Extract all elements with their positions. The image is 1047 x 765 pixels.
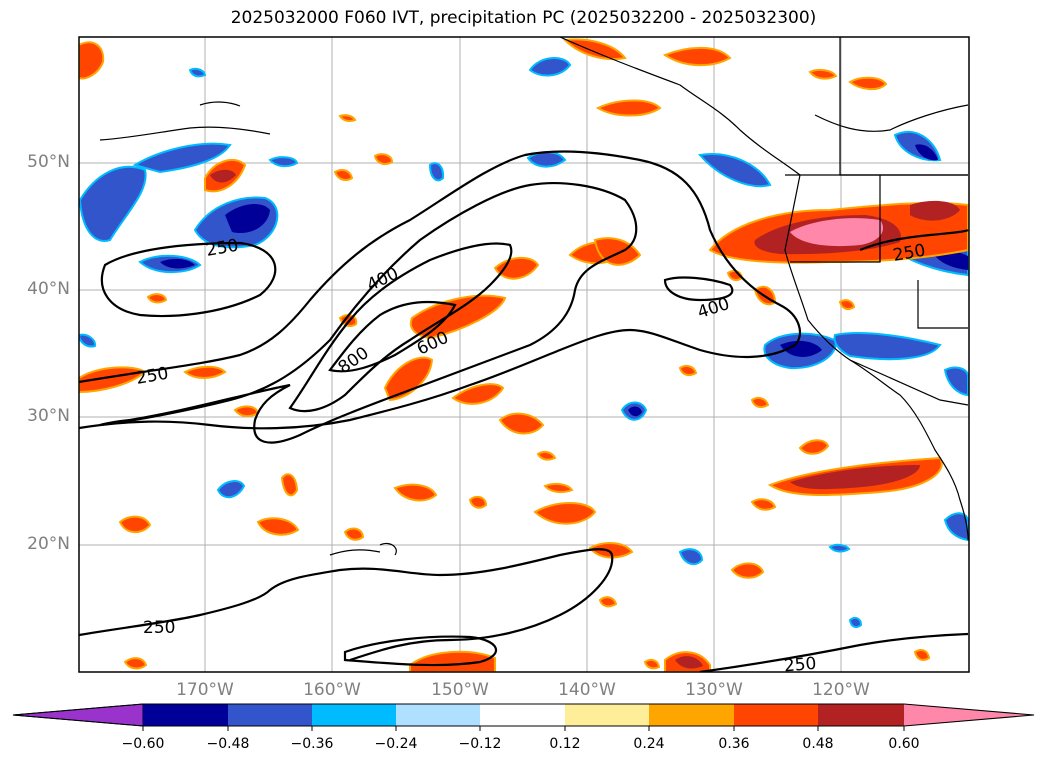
colorbar-ticks <box>142 726 905 731</box>
colorbar-tick-label: 0.48 <box>802 736 834 752</box>
contour-label: 250 <box>783 654 817 677</box>
colorbar-segment-10 <box>904 704 1034 726</box>
positive-anomaly-patches <box>79 38 969 672</box>
colorbar-tick-label: 0.60 <box>888 736 920 752</box>
colorbar-tick-label: 0.12 <box>549 736 581 752</box>
longitude-label: 150°W <box>431 680 489 700</box>
colorbar-segment-9 <box>818 704 904 726</box>
map-title: 2025032000 F060 IVT, precipitation PC (2… <box>230 8 817 28</box>
map-area <box>79 37 969 672</box>
colorbar-segment-4 <box>396 704 481 726</box>
colorbar-tick-label: 0.24 <box>633 736 665 752</box>
colorbar-segment-8 <box>734 704 819 726</box>
ivt-contours <box>79 150 969 672</box>
colorbar-segment-7 <box>649 704 734 726</box>
colorbar-tick-label: −0.24 <box>374 736 418 752</box>
colorbar-segment-5 <box>480 704 565 726</box>
coastlines <box>99 37 969 556</box>
longitude-label: 130°W <box>685 680 743 700</box>
colorbar-tick-label: −0.36 <box>290 736 334 752</box>
colorbar-segment-0 <box>12 703 144 727</box>
contour-label: 250 <box>143 618 175 638</box>
colorbar-tick-label: −0.48 <box>206 736 250 752</box>
latitude-label: 40°N <box>27 279 70 299</box>
colorbar-tick-label: 0.36 <box>718 736 750 752</box>
colorbar-segment-1 <box>143 704 228 726</box>
colorbar-segment-2 <box>228 704 313 726</box>
latitude-label: 50°N <box>27 152 70 172</box>
map-frame <box>78 36 970 673</box>
negative-anomaly-patches <box>79 57 969 629</box>
longitude-label: 160°W <box>303 680 361 700</box>
colorbar-segment-6 <box>565 704 650 726</box>
longitude-label: 120°W <box>812 680 870 700</box>
longitude-label: 140°W <box>558 680 616 700</box>
colorbar <box>12 703 1035 727</box>
longitude-label: 170°W <box>176 680 234 700</box>
latitude-label: 30°N <box>27 406 70 426</box>
colorbar-segment-3 <box>312 704 397 726</box>
colorbar-tick-label: −0.60 <box>121 736 165 752</box>
colorbar-tick-label: −0.12 <box>458 736 502 752</box>
latitude-label: 20°N <box>27 534 70 554</box>
